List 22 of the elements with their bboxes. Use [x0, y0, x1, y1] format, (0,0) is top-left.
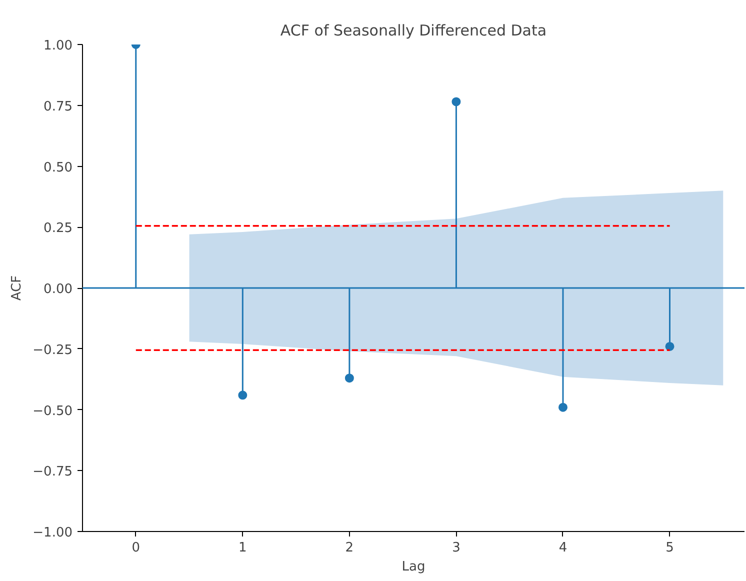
- y-tick-label: 0.75: [44, 99, 73, 114]
- point: [238, 390, 248, 400]
- y-tick-label: 0.50: [44, 160, 73, 176]
- point: [665, 342, 674, 351]
- y-tick-label: −0.75: [32, 464, 73, 480]
- y-axis-title: ACF: [10, 275, 25, 301]
- point: [344, 374, 354, 383]
- y-tick-label: 0.00: [44, 282, 73, 297]
- x-tick-label: 1: [238, 540, 247, 556]
- x-tick-label: 4: [558, 540, 568, 556]
- x-tick-label: 2: [345, 540, 354, 556]
- x-tick-label: 3: [452, 540, 460, 556]
- y-tick-label: 1.00: [44, 38, 73, 54]
- x-axis-title: Lag: [402, 560, 426, 574]
- y-tick-label: −1.00: [32, 526, 73, 540]
- x-tick-label: 5: [666, 540, 674, 556]
- chart-title: ACF of Seasonally Differenced Data: [280, 22, 547, 40]
- y-tick-label: 0.25: [44, 221, 73, 236]
- y-tick-label: −0.50: [32, 404, 73, 419]
- y-tick-label: −0.25: [32, 342, 73, 358]
- x-tick-label: 0: [132, 540, 140, 556]
- point: [558, 402, 568, 412]
